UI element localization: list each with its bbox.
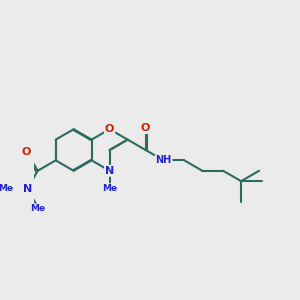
Text: Me: Me	[30, 204, 45, 213]
Text: N: N	[23, 184, 32, 194]
Text: O: O	[22, 147, 31, 157]
Text: Me: Me	[0, 184, 13, 193]
Text: Me: Me	[102, 184, 117, 193]
Text: O: O	[141, 123, 150, 133]
Text: O: O	[105, 124, 114, 134]
Text: N: N	[105, 166, 114, 176]
Text: NH: NH	[155, 155, 172, 165]
